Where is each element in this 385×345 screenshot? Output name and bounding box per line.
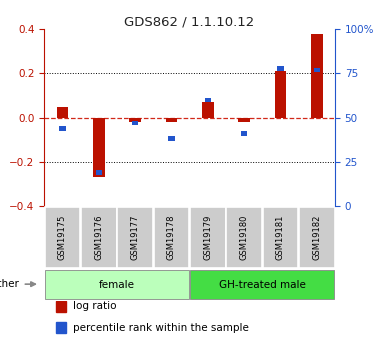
Text: GSM19179: GSM19179 xyxy=(203,215,212,260)
Bar xyxy=(238,118,250,122)
Bar xyxy=(129,118,141,122)
Bar xyxy=(204,98,211,102)
Bar xyxy=(117,207,153,268)
Bar xyxy=(45,207,80,268)
Bar xyxy=(226,207,262,268)
Text: GSM19175: GSM19175 xyxy=(58,215,67,260)
Text: GSM19181: GSM19181 xyxy=(276,215,285,260)
Bar xyxy=(81,207,117,268)
Text: other: other xyxy=(0,279,20,289)
Bar xyxy=(154,207,189,268)
Bar xyxy=(202,102,214,118)
Bar xyxy=(57,107,68,118)
Text: GSM19177: GSM19177 xyxy=(131,215,140,260)
Bar xyxy=(311,34,323,118)
Title: GDS862 / 1.1.10.12: GDS862 / 1.1.10.12 xyxy=(124,15,255,28)
Bar xyxy=(277,66,284,71)
Bar xyxy=(93,118,105,177)
Bar xyxy=(95,170,102,175)
Bar xyxy=(190,270,334,299)
Bar xyxy=(166,118,177,122)
Bar xyxy=(190,207,226,268)
Bar xyxy=(132,120,138,125)
Text: log ratio: log ratio xyxy=(73,301,117,311)
Bar xyxy=(168,136,175,141)
Text: GSM19182: GSM19182 xyxy=(312,215,321,260)
Bar xyxy=(59,126,66,131)
Bar xyxy=(56,322,66,333)
Text: GH-treated male: GH-treated male xyxy=(219,280,306,290)
Bar xyxy=(263,207,298,268)
Text: GSM19178: GSM19178 xyxy=(167,215,176,260)
Bar xyxy=(313,68,320,72)
Text: percentile rank within the sample: percentile rank within the sample xyxy=(73,323,249,333)
Text: GSM19176: GSM19176 xyxy=(94,215,103,260)
Text: GSM19180: GSM19180 xyxy=(239,215,249,260)
Bar xyxy=(241,131,248,136)
Text: female: female xyxy=(99,280,135,290)
Bar xyxy=(56,300,66,312)
Bar xyxy=(45,270,189,299)
Bar xyxy=(275,71,286,118)
Bar xyxy=(299,207,335,268)
